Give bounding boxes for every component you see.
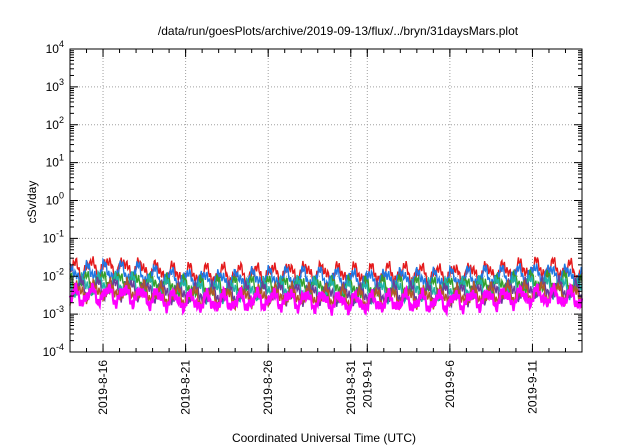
y-tick-base: 10 bbox=[43, 307, 57, 321]
y-tick-label: 102 bbox=[46, 115, 64, 132]
x-tick-label: 2019-9-6 bbox=[443, 360, 457, 408]
y-tick-label: 103 bbox=[46, 77, 64, 94]
x-tick-label: 2019-8-16 bbox=[96, 360, 110, 415]
y-tick-base: 10 bbox=[43, 269, 57, 283]
y-tick-label: 100 bbox=[46, 191, 64, 208]
y-tick-base: 10 bbox=[46, 118, 60, 132]
ticks bbox=[69, 48, 583, 353]
x-tick-labels: 2019-8-16 2019-8-21 2019-8-26 2019-8-31 2019… bbox=[96, 360, 539, 415]
x-tick-label: 2019-8-21 bbox=[179, 360, 193, 415]
chart-title: /data/run/goesPlots/archive/2019-09-13/f… bbox=[158, 24, 519, 38]
y-tick-label: 101 bbox=[46, 153, 64, 170]
y-axis-label: cSv/day bbox=[25, 181, 39, 224]
y-tick-exponent: -3 bbox=[56, 304, 64, 314]
series-line bbox=[68, 282, 584, 318]
x-axis-label: Coordinated Universal Time (UTC) bbox=[232, 431, 416, 445]
y-tick-exponent: -2 bbox=[56, 266, 64, 276]
x-tick-label: 2019-8-31 bbox=[344, 360, 358, 415]
y-tick-label: 104 bbox=[46, 39, 64, 56]
y-tick-base: 10 bbox=[43, 231, 57, 245]
y-tick-base: 10 bbox=[43, 345, 57, 359]
series-layer bbox=[68, 256, 584, 318]
x-tick-label: 2019-9-11 bbox=[525, 360, 539, 414]
y-tick-label: 10-2 bbox=[43, 266, 64, 283]
y-tick-base: 10 bbox=[46, 194, 60, 208]
y-tick-exponent: 3 bbox=[59, 77, 64, 87]
y-tick-base: 10 bbox=[46, 80, 60, 94]
y-tick-label: 10-1 bbox=[43, 228, 64, 245]
y-tick-exponent: 0 bbox=[59, 191, 64, 201]
x-tick-label: 2019-8-26 bbox=[261, 360, 275, 415]
y-tick-base: 10 bbox=[46, 156, 60, 170]
x-tick-label: 2019-9-1 bbox=[360, 360, 374, 408]
y-tick-base: 10 bbox=[46, 42, 60, 56]
y-tick-label: 10-3 bbox=[43, 304, 64, 321]
y-tick-label: 10-4 bbox=[43, 342, 64, 359]
y-tick-exponent: 4 bbox=[59, 39, 64, 49]
y-tick-exponent: 1 bbox=[59, 153, 64, 163]
y-tick-exponent: -4 bbox=[56, 342, 64, 352]
grid bbox=[70, 49, 582, 352]
y-tick-exponent: -1 bbox=[56, 228, 64, 238]
y-tick-exponent: 2 bbox=[59, 115, 64, 125]
